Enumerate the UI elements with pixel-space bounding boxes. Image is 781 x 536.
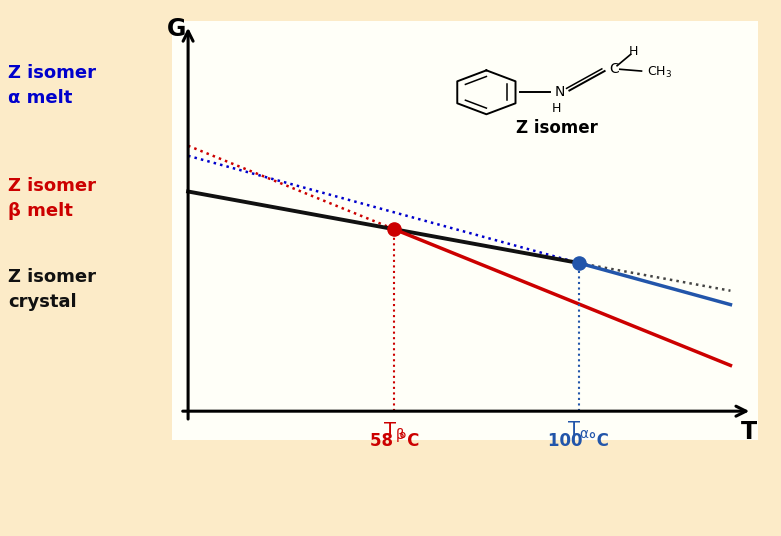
Text: Z isomer
crystal: Z isomer crystal: [8, 268, 96, 311]
Text: C: C: [609, 62, 619, 76]
Text: G: G: [166, 17, 186, 41]
Text: N: N: [555, 85, 565, 99]
Text: Z isomer
α melt: Z isomer α melt: [8, 64, 96, 107]
Text: T: T: [741, 420, 758, 444]
Point: [388, 225, 401, 234]
Text: 100 °C: 100 °C: [548, 433, 609, 450]
Text: $\mathrm{T_\beta}$: $\mathrm{T_\beta}$: [383, 420, 405, 444]
Text: 58 °C: 58 °C: [369, 433, 419, 450]
Text: $\mathrm{T_\alpha}$: $\mathrm{T_\alpha}$: [567, 420, 590, 441]
Text: H: H: [552, 102, 562, 115]
Text: H: H: [629, 45, 638, 58]
Point: [572, 259, 585, 267]
Text: Z isomer: Z isomer: [516, 119, 597, 137]
Text: CH$_3$: CH$_3$: [647, 65, 672, 80]
Text: Z isomer
β melt: Z isomer β melt: [8, 177, 96, 220]
